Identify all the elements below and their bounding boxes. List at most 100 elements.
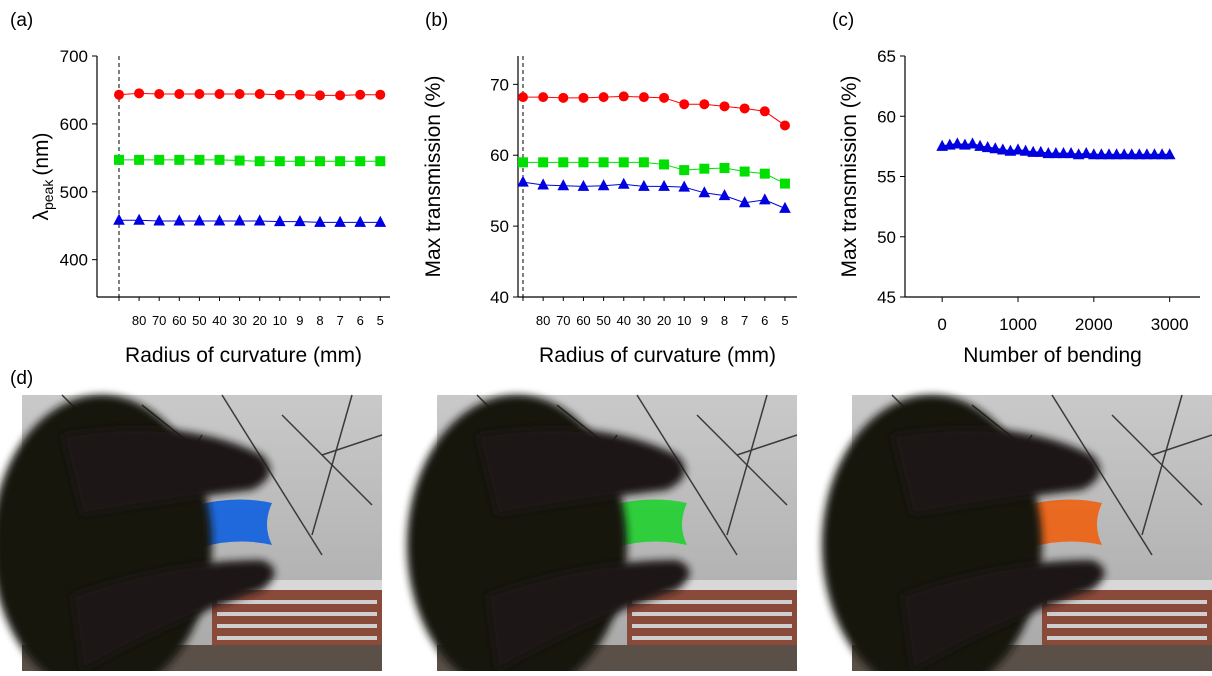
data-point xyxy=(315,156,325,167)
panel-label: (a) xyxy=(10,10,33,31)
panel-label: (b) xyxy=(425,10,448,31)
window-row xyxy=(1047,600,1207,604)
x-tick-label: 60 xyxy=(172,313,186,328)
data-point xyxy=(154,154,165,165)
data-point xyxy=(174,89,185,100)
data-point xyxy=(354,215,367,227)
data-point xyxy=(213,214,226,226)
data-point xyxy=(966,137,979,149)
branch xyxy=(736,434,798,456)
window-row xyxy=(1047,612,1207,616)
data-point xyxy=(659,92,670,103)
data-point xyxy=(334,215,346,227)
y-tick-label: 65 xyxy=(877,47,896,66)
data-point xyxy=(375,156,386,167)
panel-label: (d) xyxy=(10,368,33,389)
data-point xyxy=(1072,148,1085,160)
branch xyxy=(221,394,323,556)
data-point xyxy=(1004,144,1017,156)
data-point xyxy=(294,156,305,167)
window-row xyxy=(217,600,377,604)
data-point xyxy=(234,155,245,166)
x-tick-label: 3000 xyxy=(1151,315,1189,334)
building-roof xyxy=(212,580,382,590)
data-point xyxy=(173,214,186,226)
data-point xyxy=(1141,148,1153,160)
data-point xyxy=(638,179,650,191)
finger xyxy=(902,560,1105,671)
x-tick-label: 80 xyxy=(536,313,550,328)
data-point xyxy=(719,162,730,173)
x-tick-label: 2000 xyxy=(1075,315,1113,334)
data-point xyxy=(1027,145,1039,157)
data-point xyxy=(618,157,629,168)
data-point xyxy=(679,99,690,110)
data-point xyxy=(719,101,730,112)
data-point xyxy=(335,156,346,167)
data-point xyxy=(1103,148,1115,160)
data-point xyxy=(936,139,948,151)
data-point xyxy=(518,157,528,168)
branch xyxy=(1051,394,1153,556)
window-row xyxy=(1047,636,1207,640)
data-point xyxy=(758,193,771,205)
finger xyxy=(72,560,275,671)
data-point xyxy=(658,179,670,191)
x-tick-label: 5 xyxy=(781,313,788,328)
window-row xyxy=(632,624,792,628)
data-point xyxy=(739,166,750,177)
film xyxy=(612,499,687,547)
data-point xyxy=(617,177,630,189)
data-point xyxy=(375,89,386,100)
branch xyxy=(1151,434,1212,456)
data-point xyxy=(698,186,711,198)
x-tick-label: 6 xyxy=(357,313,364,328)
data-point xyxy=(174,154,185,165)
data-point xyxy=(214,89,225,100)
data-point xyxy=(335,90,346,101)
data-point xyxy=(1012,143,1024,155)
data-point xyxy=(1148,148,1161,160)
y-tick-label: 50 xyxy=(490,217,509,236)
data-point xyxy=(598,157,609,168)
y-tick-label: 40 xyxy=(490,288,509,307)
data-point xyxy=(951,137,964,149)
data-point xyxy=(355,156,366,167)
x-tick-label: 1000 xyxy=(999,315,1037,334)
data-point xyxy=(578,157,589,168)
x-tick-label: 60 xyxy=(576,313,590,328)
data-point xyxy=(518,92,528,103)
y-tick-label: 500 xyxy=(60,183,88,202)
chart: (a) 400 500 600 700 80 70 60 50 40 30 20 10 9 8 7 6 5 Radi… xyxy=(10,10,390,367)
x-axis-label: Radius of curvature (mm) xyxy=(125,344,362,367)
data-point xyxy=(718,189,731,201)
data-point xyxy=(981,141,994,153)
data-point xyxy=(294,89,305,100)
data-point xyxy=(678,180,691,192)
data-point xyxy=(254,89,265,100)
data-point xyxy=(273,215,286,227)
data-point xyxy=(759,168,770,179)
finger xyxy=(62,428,270,515)
x-tick-label: 10 xyxy=(273,313,287,328)
data-point xyxy=(1088,148,1100,160)
data-point xyxy=(1156,148,1168,160)
x-axis-label: Radius of curvature (mm) xyxy=(539,344,776,367)
y-tick-label: 70 xyxy=(490,75,509,94)
data-point xyxy=(974,139,986,151)
data-point xyxy=(253,214,266,226)
data-point xyxy=(598,92,609,103)
data-point xyxy=(1050,147,1062,159)
y-axis-label: Max transmission (%) xyxy=(422,76,445,278)
y-tick-label: 400 xyxy=(60,251,88,270)
data-point xyxy=(538,92,549,103)
x-tick-label: 9 xyxy=(296,313,303,328)
x-tick-label: 80 xyxy=(132,313,146,328)
data-point xyxy=(254,156,265,167)
data-point xyxy=(1133,148,1146,160)
window-row xyxy=(632,600,792,604)
x-tick-label: 50 xyxy=(596,313,610,328)
data-point xyxy=(133,213,145,225)
